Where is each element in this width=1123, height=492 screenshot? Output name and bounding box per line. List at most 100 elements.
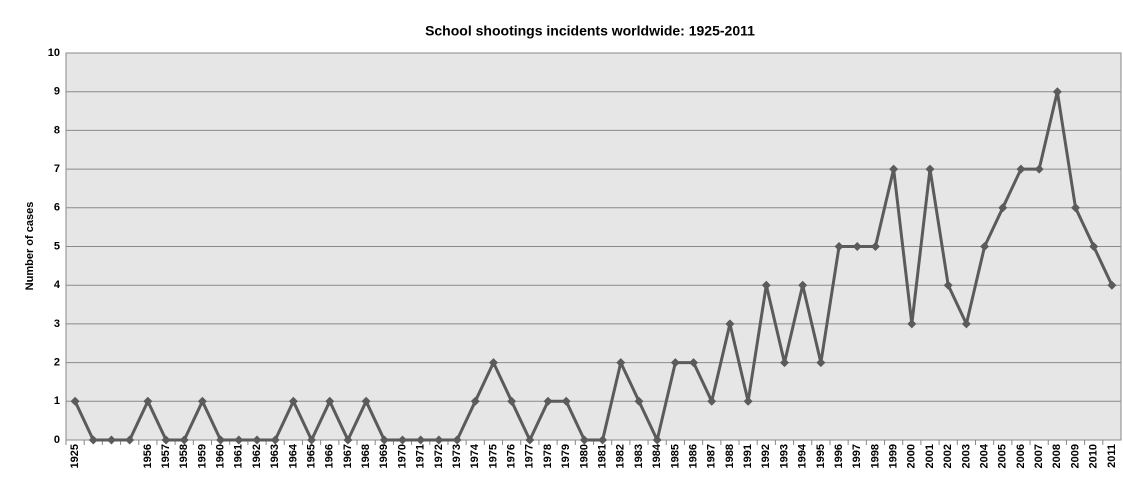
data-point [1052,87,1062,97]
x-tick-label: 1958 [178,444,190,468]
x-tick-label: 1974 [469,443,481,468]
data-point [543,396,553,406]
data-point [434,435,444,445]
data-point [761,280,771,290]
x-tick-label: 1976 [506,444,518,468]
y-tick-label: 7 [54,163,60,175]
data-point [870,242,880,251]
x-tick-label: 1991 [742,444,754,468]
x-tick-label: 1983 [633,444,645,468]
x-tick-label: 1965 [305,444,317,468]
data-point [179,435,189,445]
x-tick-label: 1994 [797,443,809,468]
x-tick-label: 1986 [687,444,699,468]
data-point [270,435,280,445]
data-point [943,280,953,290]
data-point [70,396,80,406]
data-point [1071,203,1081,213]
data-point [470,396,480,406]
x-tick-label: 1962 [251,444,263,468]
x-tick-label: 1973 [451,444,463,468]
data-point [816,358,826,368]
x-tick-label: 2001 [924,444,936,468]
x-tick-label: 1925 [69,444,81,468]
data-point [143,396,153,406]
x-tick-label: 1970 [396,444,408,468]
chart-title: School shootings incidents worldwide: 19… [425,23,755,39]
data-point [379,435,389,445]
data-point [1089,242,1099,251]
data-point [852,242,862,251]
data-point [125,435,135,445]
data-point [725,319,735,329]
x-tick-label: 1961 [233,444,245,468]
x-tick-label: 1988 [724,444,736,468]
x-tick-label: 1996 [833,444,845,468]
x-tick-label: 1959 [196,444,208,468]
y-tick-label: 9 [54,86,60,98]
x-tick-label: 2008 [1051,444,1063,468]
data-point [670,358,680,368]
x-tick-label: 1982 [615,444,627,468]
x-tick-label: 2002 [942,444,954,468]
x-tick-label: 1975 [487,444,499,468]
data-point [88,435,98,445]
data-point [798,280,808,290]
data-point [925,164,935,174]
x-tick-label: 1972 [433,444,445,468]
y-tick-label: 4 [54,279,61,291]
y-axis-label: Number of cases [24,202,36,291]
x-tick-label: 1963 [269,444,281,468]
data-point [961,319,971,329]
data-point [616,358,626,368]
x-tick-label: 1987 [706,444,718,468]
x-tick-label: 1992 [760,444,772,468]
data-point [579,435,589,445]
data-point [689,358,699,368]
x-tick-label: 1979 [560,444,572,468]
y-tick-label: 2 [54,357,60,369]
data-point [197,396,207,406]
x-tick-label: 1971 [415,444,427,468]
data-point [907,319,917,329]
x-tick-label: 1977 [524,444,536,468]
x-tick-label: 2006 [1015,444,1027,468]
x-tick-label: 1995 [815,444,827,468]
x-tick-label: 2000 [906,444,918,468]
x-tick-label: 1997 [851,444,863,468]
x-tick-label: 1985 [669,444,681,468]
x-tick-label: 1999 [888,444,900,468]
data-point [216,435,226,445]
data-point [743,396,753,406]
x-tick-label: 1956 [142,444,154,468]
data-point [325,396,335,406]
x-tick-label: 2011 [1106,444,1118,468]
data-point [1016,164,1026,174]
data-point [507,396,517,406]
y-tick-label: 1 [54,395,60,407]
data-point [998,203,1008,213]
y-tick-label: 3 [54,318,60,330]
x-tick-label: 1993 [778,444,790,468]
data-point [288,396,298,406]
data-point [834,242,844,251]
data-point [398,435,408,445]
x-tick-label: 1984 [651,443,663,468]
data-point [525,435,535,445]
y-tick-label: 8 [54,124,60,136]
x-tick-label: 1964 [287,443,299,468]
data-point [361,396,371,406]
x-tick-label: 2003 [960,444,972,468]
data-point [488,358,498,368]
data-point [161,435,171,445]
x-tick-label: 2005 [997,444,1009,468]
x-tick-label: 1968 [360,444,372,468]
data-point [707,396,717,406]
y-tick-label: 0 [54,434,60,446]
data-point [234,435,244,445]
x-tick-label: 1969 [378,444,390,468]
x-tick-label: 2004 [978,443,990,468]
data-point [252,435,262,445]
data-point [452,435,462,445]
